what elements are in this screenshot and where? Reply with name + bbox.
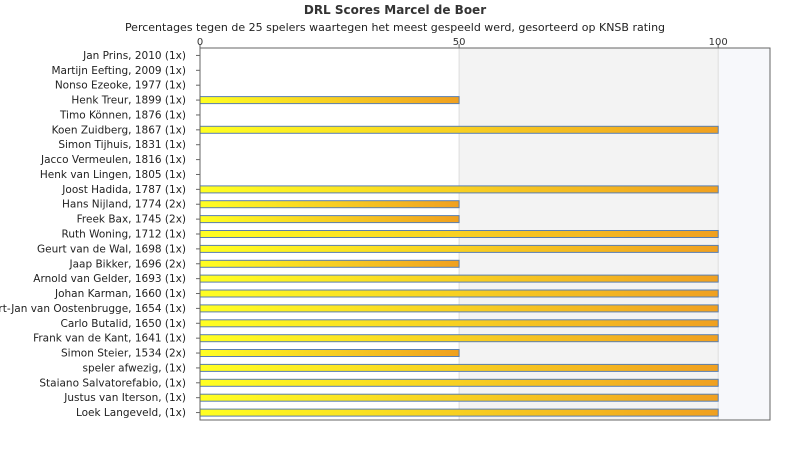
category-label: speler afwezig, (1x) xyxy=(83,362,186,374)
category-label: Staiano Salvatorefabio, (1x) xyxy=(39,377,186,389)
bar xyxy=(199,244,719,253)
category-label: Simon Tijhuis, 1831 (1x) xyxy=(58,139,186,151)
category-label: Loek Langeveld, (1x) xyxy=(76,407,186,419)
bar xyxy=(199,200,460,209)
bar xyxy=(199,185,719,194)
category-label: Jan Prins, 2010 (1x) xyxy=(82,50,186,62)
bar xyxy=(199,393,719,402)
category-label: Joost Hadida, 1787 (1x) xyxy=(61,184,186,196)
bar xyxy=(199,304,719,313)
category-label: Ruth Woning, 1712 (1x) xyxy=(62,229,187,241)
category-label: Henk Treur, 1899 (1x) xyxy=(71,95,186,107)
bar xyxy=(199,349,460,357)
x-tick-label: 0 xyxy=(197,37,203,48)
category-label: Justus van Iterson, (1x) xyxy=(63,392,186,404)
category-label: Koen Zuidberg, 1867 (1x) xyxy=(52,124,186,136)
category-label: Frank van de Kant, 1641 (1x) xyxy=(33,333,186,345)
bar xyxy=(199,363,719,372)
bar xyxy=(199,319,719,328)
category-label: Nonso Ezeoke, 1977 (1x) xyxy=(55,80,186,92)
category-label: Henk van Lingen, 1805 (1x) xyxy=(40,169,186,181)
bar xyxy=(199,96,460,105)
bar xyxy=(199,378,719,387)
bar xyxy=(199,125,719,134)
bar xyxy=(199,215,460,224)
category-label: Johan Karman, 1660 (1x) xyxy=(54,288,186,300)
bar xyxy=(199,259,460,268)
category-label: Martijn Eefting, 2009 (1x) xyxy=(51,65,186,77)
bar xyxy=(199,274,719,283)
category-label: Carlo Butalid, 1650 (1x) xyxy=(61,318,187,330)
category-label: Hans Nijland, 1774 (2x) xyxy=(62,199,186,211)
category-label: Geurt van de Wal, 1698 (1x) xyxy=(37,243,186,255)
bar xyxy=(199,408,719,417)
category-label: Freek Bax, 1745 (2x) xyxy=(77,214,186,226)
category-label: Simon Steier, 1534 (2x) xyxy=(61,348,186,360)
bar xyxy=(199,334,719,343)
category-label: Arnold van Gelder, 1693 (1x) xyxy=(33,273,186,285)
chart-title: DRL Scores Marcel de Boer xyxy=(303,3,487,17)
category-label: Jacco Vermeulen, 1816 (1x) xyxy=(40,154,186,166)
category-label: Jaap Bikker, 1696 (2x) xyxy=(69,258,186,270)
category-label: Timo Können, 1876 (1x) xyxy=(59,109,186,121)
x-tick-label: 50 xyxy=(453,37,466,48)
bar xyxy=(199,289,719,298)
bar xyxy=(199,230,719,238)
chart-subtitle: Percentages tegen de 25 spelers waartege… xyxy=(124,21,666,34)
category-label: Geert-Jan van Oostenbrugge, 1654 (1x) xyxy=(0,303,186,315)
grid-band xyxy=(718,48,770,420)
x-tick-label: 100 xyxy=(709,37,728,48)
